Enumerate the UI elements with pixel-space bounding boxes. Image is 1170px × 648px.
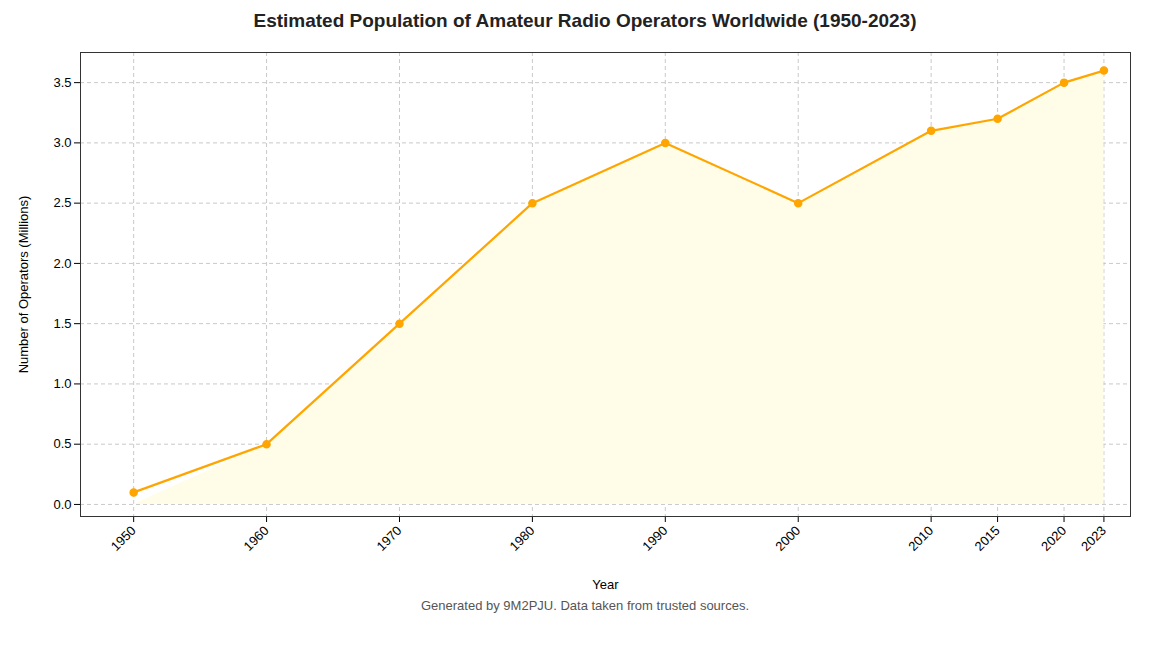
svg-text:2023: 2023 (1078, 523, 1109, 554)
svg-text:1980: 1980 (506, 523, 537, 554)
svg-text:2010: 2010 (905, 523, 936, 554)
svg-text:2.0: 2.0 (53, 256, 71, 271)
svg-text:0.5: 0.5 (53, 436, 71, 451)
svg-text:1960: 1960 (241, 523, 272, 554)
svg-text:3.5: 3.5 (53, 75, 71, 90)
svg-text:2000: 2000 (772, 523, 803, 554)
svg-text:1.5: 1.5 (53, 316, 71, 331)
svg-text:1970: 1970 (373, 523, 404, 554)
svg-text:3.0: 3.0 (53, 135, 71, 150)
html-text:Estimated Population of Amateu: Estimated Population of Amateur Radio Op… (253, 10, 917, 31)
svg-text:0.0: 0.0 (53, 497, 71, 512)
svg-text:1990: 1990 (639, 523, 670, 554)
svg-text:1950: 1950 (108, 523, 139, 554)
svg-text:2020: 2020 (1038, 523, 1069, 554)
svg-text:2015: 2015 (972, 523, 1003, 554)
svg-text:1.0: 1.0 (53, 376, 71, 391)
html-text:Generated by 9M2PJU. Data take: Generated by 9M2PJU. Data taken from tru… (421, 598, 749, 613)
svg-text:Year: Year (592, 577, 619, 592)
svg-text:2.5: 2.5 (53, 195, 71, 210)
svg-text:Number of Operators (Millions): Number of Operators (Millions) (16, 196, 31, 374)
